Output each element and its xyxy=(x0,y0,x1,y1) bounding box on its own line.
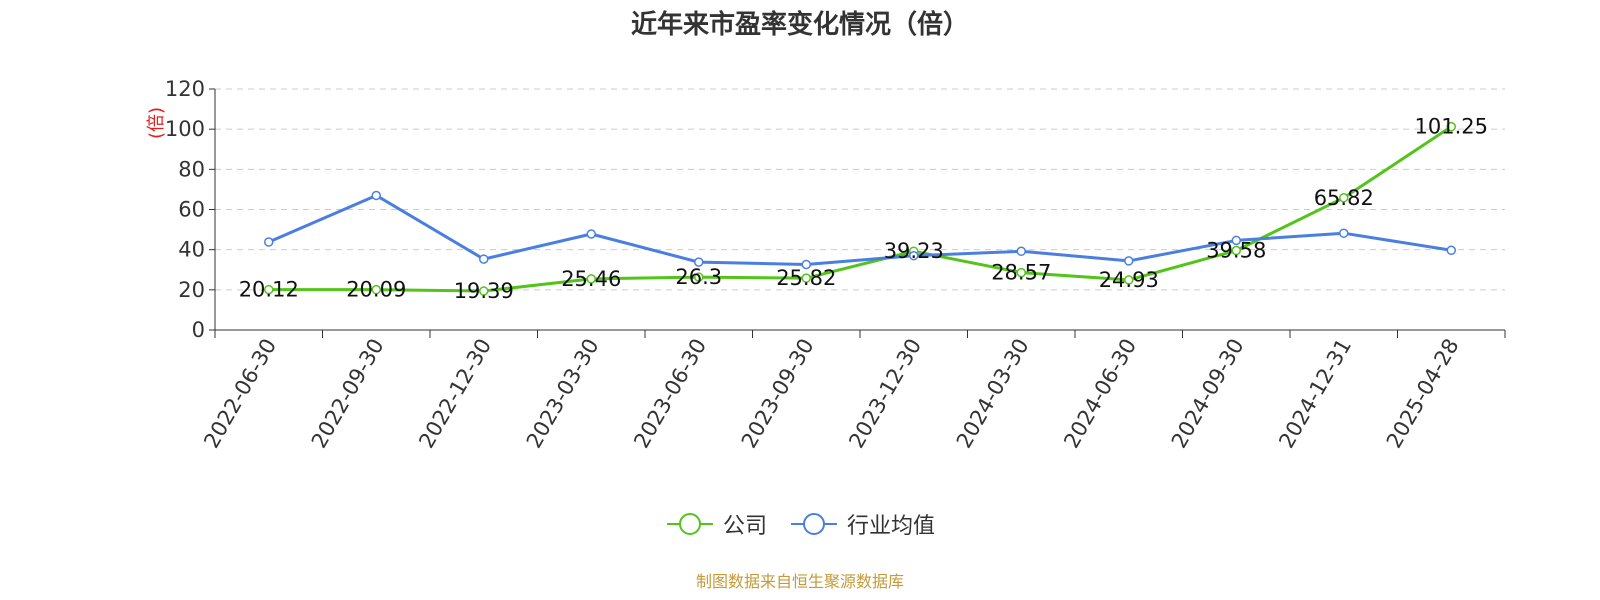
series xyxy=(264,121,1456,296)
x-tick-label: 2023-09-30 xyxy=(737,335,819,453)
x-tick-label: 2024-03-30 xyxy=(952,335,1034,453)
data-point[interactable] xyxy=(1446,245,1456,256)
data-label: 25.82 xyxy=(776,266,836,290)
data-label: 65.82 xyxy=(1314,186,1374,210)
data-label: 101.25 xyxy=(1415,115,1488,139)
y-tick-label: 80 xyxy=(178,157,205,181)
legend-label-industry-average: 行业均值 xyxy=(847,514,936,539)
data-point[interactable] xyxy=(694,257,704,267)
data-label: 20.12 xyxy=(239,278,299,302)
data-point[interactable] xyxy=(1231,235,1241,246)
x-tick-label: 2022-12-30 xyxy=(414,335,496,453)
data-label: 25.46 xyxy=(561,267,621,291)
legend-item-company[interactable]: 公司 xyxy=(665,508,767,540)
data-label: 39.58 xyxy=(1206,239,1266,263)
x-tick-label: 2024-06-30 xyxy=(1059,335,1141,453)
data-point[interactable] xyxy=(1016,246,1026,257)
chart-title: 近年来市盈率变化情况（倍） xyxy=(630,10,969,40)
y-tick-label: 120 xyxy=(165,77,205,101)
data-label: 19.39 xyxy=(454,279,514,303)
axes: 0 20 40 60 80 100 120 2022-06-30 2022-09-30 2022-… xyxy=(165,77,1506,453)
x-tick-label: 2022-09-30 xyxy=(307,335,389,453)
data-point[interactable] xyxy=(1339,228,1349,238)
data-label: 28.57 xyxy=(991,261,1051,285)
series-line-1 xyxy=(268,193,1452,267)
data-point[interactable] xyxy=(1124,256,1134,266)
data-point[interactable] xyxy=(586,274,596,284)
y-tick-label: 20 xyxy=(178,278,205,302)
x-tick-label: 2025-04-28 xyxy=(1382,335,1464,453)
x-tick-label: 2023-03-30 xyxy=(522,335,604,453)
x-tick-label: 2023-12-30 xyxy=(844,335,926,453)
y-tick-label: 40 xyxy=(178,238,205,262)
data-point[interactable] xyxy=(586,229,596,239)
x-tick-label: 2024-12-31 xyxy=(1274,335,1356,453)
legend-item-industry-average[interactable]: 行业均值 xyxy=(789,508,935,540)
y-axis-label: (倍) xyxy=(146,107,167,139)
data-label: 24.93 xyxy=(1099,268,1159,292)
data-point[interactable] xyxy=(1231,245,1241,256)
data-source-note: 制图数据来自恒生聚源数据库 xyxy=(695,572,904,591)
data-point[interactable] xyxy=(264,237,274,247)
data-point[interactable] xyxy=(479,254,489,264)
x-tick-label: 2024-09-30 xyxy=(1167,335,1249,453)
y-tick-label: 100 xyxy=(165,117,205,141)
data-label: 26.3 xyxy=(675,265,722,289)
data-point[interactable] xyxy=(1339,193,1349,203)
data-point[interactable] xyxy=(264,284,274,295)
x-tick-label: 2023-06-30 xyxy=(629,335,711,453)
x-tick-label: 2022-06-30 xyxy=(199,335,281,453)
data-point[interactable] xyxy=(479,286,489,296)
data-label: 20.09 xyxy=(346,278,406,302)
data-point[interactable] xyxy=(1016,267,1026,278)
legend-company-icon xyxy=(666,513,713,535)
legend-label-company: 公司 xyxy=(722,514,767,539)
data-point[interactable] xyxy=(1446,121,1456,132)
data-point[interactable] xyxy=(1124,275,1134,285)
legend: 公司 行业均值 xyxy=(0,508,1600,540)
data-point[interactable] xyxy=(371,190,381,201)
data-point[interactable] xyxy=(801,259,811,270)
series-line-0 xyxy=(268,125,1453,293)
data-point[interactable] xyxy=(801,273,811,283)
data-point[interactable] xyxy=(694,272,704,282)
y-tick-label: 0 xyxy=(192,318,205,342)
legend-industry-icon xyxy=(791,513,837,535)
y-tick-label: 60 xyxy=(178,198,205,222)
data-point[interactable] xyxy=(371,284,381,295)
data-point[interactable] xyxy=(909,250,919,261)
data-labels: 20.12 20.09 19.39 25.46 26.3 25.82 39.23 28.57 2… xyxy=(239,115,1488,303)
data-label: 39.23 xyxy=(884,239,944,263)
